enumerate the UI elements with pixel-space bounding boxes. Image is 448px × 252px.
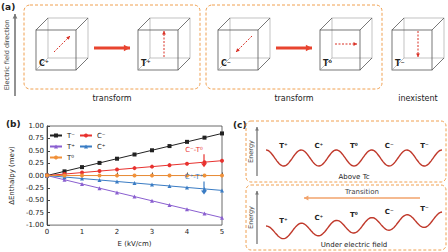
svg-text:T⁺: T⁺ xyxy=(279,217,288,225)
svg-text:C⁻: C⁻ xyxy=(97,132,106,140)
svg-text:T⁰: T⁰ xyxy=(323,59,332,68)
svg-text:3: 3 xyxy=(150,228,154,236)
svg-text:T⁰: T⁰ xyxy=(66,154,74,162)
svg-text:2: 2 xyxy=(115,228,119,236)
svg-text:C⁺: C⁺ xyxy=(314,142,323,150)
svg-text:1.00: 1.00 xyxy=(28,122,44,130)
svg-text:C⁻: C⁻ xyxy=(385,142,394,150)
svg-text:T⁻: T⁻ xyxy=(420,205,429,213)
svg-text:(a): (a) xyxy=(1,2,15,12)
svg-text:transform: transform xyxy=(92,94,131,103)
svg-text:Transition: Transition xyxy=(344,188,379,196)
svg-text:-0.75: -0.75 xyxy=(26,209,44,217)
svg-text:T⁰: T⁰ xyxy=(350,211,358,219)
svg-text:-1.00: -1.00 xyxy=(26,221,44,229)
svg-text:0: 0 xyxy=(45,228,49,236)
svg-text:C⁻-T⁰: C⁻-T⁰ xyxy=(185,146,203,154)
svg-text:Above Tc: Above Tc xyxy=(338,173,369,181)
svg-text:T⁻: T⁻ xyxy=(66,132,75,140)
svg-text:C⁺-T⁺: C⁺-T⁺ xyxy=(185,173,204,181)
svg-text:-0.25: -0.25 xyxy=(26,184,44,192)
svg-text:C⁺: C⁺ xyxy=(97,143,106,151)
svg-text:0.00: 0.00 xyxy=(28,172,44,180)
svg-text:C⁻: C⁻ xyxy=(221,59,231,68)
svg-text:transform: transform xyxy=(274,94,313,103)
svg-text:0.75: 0.75 xyxy=(28,134,44,142)
svg-text:0.50: 0.50 xyxy=(28,147,44,155)
svg-text:inexistent: inexistent xyxy=(398,94,437,103)
svg-text:4: 4 xyxy=(185,228,190,236)
svg-text:T⁻: T⁻ xyxy=(395,59,405,68)
svg-text:Energy: Energy xyxy=(247,206,255,229)
svg-text:T⁺: T⁺ xyxy=(66,143,75,151)
svg-text:T⁻: T⁻ xyxy=(420,142,429,150)
svg-text:Energy: Energy xyxy=(247,140,255,163)
svg-text:C⁻: C⁻ xyxy=(385,208,394,216)
svg-text:T⁰: T⁰ xyxy=(350,142,358,150)
svg-text:1: 1 xyxy=(80,228,84,236)
svg-text:C⁺: C⁺ xyxy=(39,59,49,68)
svg-text:Under electric field: Under electric field xyxy=(321,241,388,249)
svg-text:Electric field direction: Electric field direction xyxy=(3,20,11,91)
svg-text:0.25: 0.25 xyxy=(28,159,44,167)
svg-text:T⁺: T⁺ xyxy=(279,142,288,150)
svg-text:C⁺: C⁺ xyxy=(314,214,323,222)
svg-text:(c): (c) xyxy=(233,120,247,130)
svg-text:-0.50: -0.50 xyxy=(26,196,44,204)
svg-text:E (kV/cm): E (kV/cm) xyxy=(118,240,152,248)
svg-text:ΔEnthalpy (mev): ΔEnthalpy (mev) xyxy=(8,146,16,205)
svg-text:(b): (b) xyxy=(6,119,21,129)
svg-text:T⁺: T⁺ xyxy=(141,59,151,68)
svg-text:5: 5 xyxy=(220,228,224,236)
